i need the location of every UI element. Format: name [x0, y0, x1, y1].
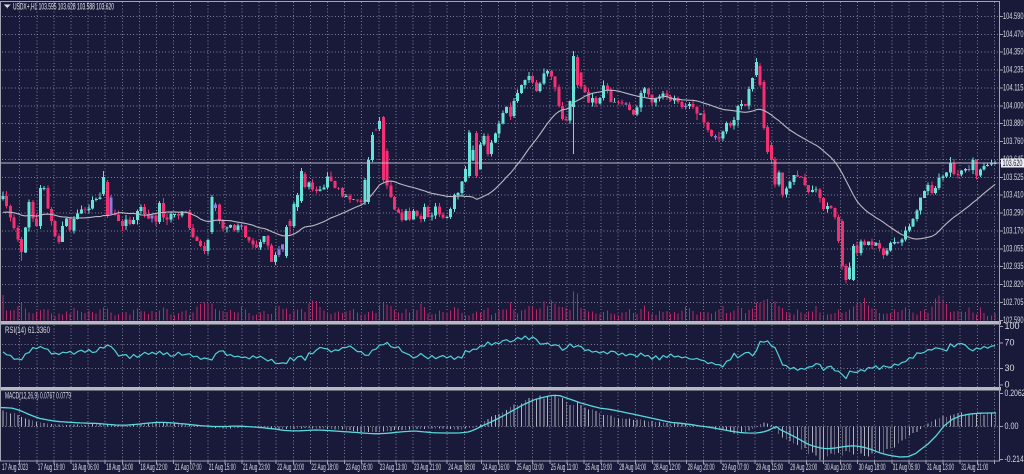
svg-text:102.935: 102.935 — [1003, 261, 1024, 271]
svg-text:25 Aug 11:00: 25 Aug 11:00 — [551, 462, 578, 472]
svg-text:17 Aug 19:00: 17 Aug 19:00 — [38, 462, 65, 472]
svg-text:31 Aug 05:00: 31 Aug 05:00 — [893, 462, 920, 472]
svg-text:29 Aug 07:00: 29 Aug 07:00 — [722, 462, 749, 472]
svg-text:103.620: 103.620 — [1003, 158, 1023, 168]
svg-text:28 Aug 20:00: 28 Aug 20:00 — [688, 462, 715, 472]
svg-text:RSI(14) 61.3360: RSI(14) 61.3360 — [5, 325, 50, 335]
svg-text:104.350: 104.350 — [1003, 47, 1024, 57]
svg-text:103.055: 103.055 — [1003, 243, 1024, 253]
svg-text:104.235: 104.235 — [1003, 65, 1024, 75]
svg-text:0.2062: 0.2062 — [1005, 388, 1024, 398]
svg-text:28 Aug 12:00: 28 Aug 12:00 — [653, 462, 680, 472]
svg-text:25 Aug 03:00: 25 Aug 03:00 — [517, 462, 544, 472]
svg-text:103.290: 103.290 — [1003, 208, 1024, 218]
svg-text:31 Aug 13:00: 31 Aug 13:00 — [927, 462, 954, 472]
svg-text:102.590: 102.590 — [1003, 315, 1024, 325]
svg-text:104.115: 104.115 — [1003, 82, 1024, 92]
svg-text:23 Aug 21:00: 23 Aug 21:00 — [414, 462, 441, 472]
svg-text:29 Aug 15:00: 29 Aug 15:00 — [756, 462, 783, 472]
svg-text:0: 0 — [1005, 380, 1010, 390]
svg-text:28 Aug 04:00: 28 Aug 04:00 — [619, 462, 646, 472]
svg-text:22 Aug 10:00: 22 Aug 10:00 — [277, 462, 304, 472]
svg-text:0.00: 0.00 — [1005, 421, 1019, 431]
svg-text:-0.2142: -0.2142 — [1005, 454, 1024, 464]
svg-text:18 Aug 22:00: 18 Aug 22:00 — [140, 462, 167, 472]
svg-text:104.000: 104.000 — [1003, 100, 1024, 110]
svg-text:30 Aug 10:00: 30 Aug 10:00 — [824, 462, 851, 472]
svg-text:21 Aug 23:00: 21 Aug 23:00 — [243, 462, 270, 472]
svg-text:24 Aug 08:00: 24 Aug 08:00 — [448, 462, 475, 472]
svg-text:30: 30 — [1005, 363, 1015, 373]
svg-text:MACD(12,26,9) 0.0767 0.0779: MACD(12,26,9) 0.0767 0.0779 — [5, 391, 71, 401]
svg-text:31 Aug 21:00: 31 Aug 21:00 — [961, 462, 988, 472]
svg-text:102.705: 102.705 — [1003, 297, 1024, 307]
svg-text:24 Aug 16:00: 24 Aug 16:00 — [482, 462, 509, 472]
svg-text:103.525: 103.525 — [1003, 172, 1024, 182]
svg-text:104.590: 104.590 — [1003, 11, 1024, 21]
svg-text:100: 100 — [1005, 321, 1020, 331]
svg-text:21 Aug 07:00: 21 Aug 07:00 — [175, 462, 202, 472]
svg-text:104.470: 104.470 — [1003, 29, 1024, 39]
svg-text:103.410: 103.410 — [1003, 190, 1024, 200]
svg-text:18 Aug 06:00: 18 Aug 06:00 — [72, 462, 99, 472]
svg-text:103.760: 103.760 — [1003, 136, 1024, 146]
svg-text:102.820: 102.820 — [1003, 279, 1024, 289]
svg-text:70: 70 — [1005, 338, 1015, 348]
svg-text:18 Aug 14:00: 18 Aug 14:00 — [106, 462, 133, 472]
svg-text:17 Aug 2023: 17 Aug 2023 — [2, 462, 28, 472]
svg-text:22 Aug 18:00: 22 Aug 18:00 — [311, 462, 338, 472]
svg-text:USDX+,H1 103.595 103.628 103.5: USDX+,H1 103.595 103.628 103.588 103.620 — [13, 1, 114, 11]
svg-text:30 Aug 18:00: 30 Aug 18:00 — [859, 462, 886, 472]
svg-text:23 Aug 13:00: 23 Aug 13:00 — [380, 462, 407, 472]
svg-text:23 Aug 05:00: 23 Aug 05:00 — [346, 462, 373, 472]
svg-text:25 Aug 19:00: 25 Aug 19:00 — [585, 462, 612, 472]
svg-text:21 Aug 15:00: 21 Aug 15:00 — [209, 462, 236, 472]
svg-text:29 Aug 23:00: 29 Aug 23:00 — [790, 462, 817, 472]
svg-text:103.170: 103.170 — [1003, 225, 1024, 235]
svg-text:103.880: 103.880 — [1003, 118, 1024, 128]
